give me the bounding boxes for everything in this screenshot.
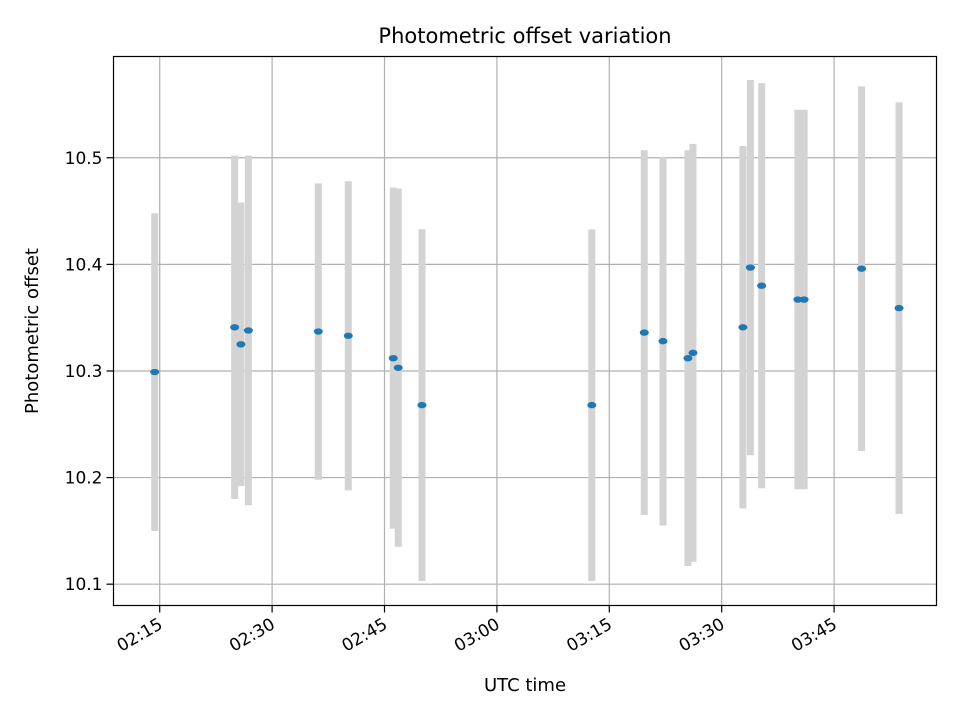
- data-point: [150, 368, 160, 376]
- chart-title: Photometric offset variation: [378, 24, 671, 48]
- plot-frame: [112, 55, 938, 607]
- data-point: [313, 328, 323, 335]
- data-point: [757, 282, 767, 289]
- data-points: [150, 264, 904, 409]
- y-tick-label: 10.4: [65, 255, 103, 275]
- y-tick-label: 10.5: [65, 149, 103, 169]
- data-point: [793, 296, 803, 303]
- x-axis-label: UTC time: [484, 675, 566, 696]
- y-axis-ticks: 10.1 10.2 10.3 10.4 10.5: [65, 149, 114, 595]
- data-point: [587, 401, 597, 409]
- data-point: [745, 264, 755, 271]
- data-point: [343, 332, 353, 339]
- data-point: [857, 265, 867, 272]
- data-point: [894, 304, 904, 312]
- data-point: [236, 341, 246, 348]
- data-point: [738, 324, 748, 331]
- data-point: [230, 324, 240, 331]
- data-point: [658, 337, 668, 345]
- data-point: [799, 296, 809, 303]
- y-tick-label: 10.2: [65, 469, 103, 489]
- data-point: [639, 329, 649, 336]
- data-point: [388, 354, 398, 362]
- data-point: [417, 401, 427, 409]
- data-point: [243, 327, 253, 334]
- data-point: [683, 354, 693, 362]
- y-tick-label: 10.3: [65, 362, 103, 382]
- data-point: [393, 364, 403, 371]
- data-point: [688, 349, 698, 357]
- y-tick-label: 10.1: [65, 575, 103, 595]
- y-axis-label: Photometric offset: [22, 248, 43, 414]
